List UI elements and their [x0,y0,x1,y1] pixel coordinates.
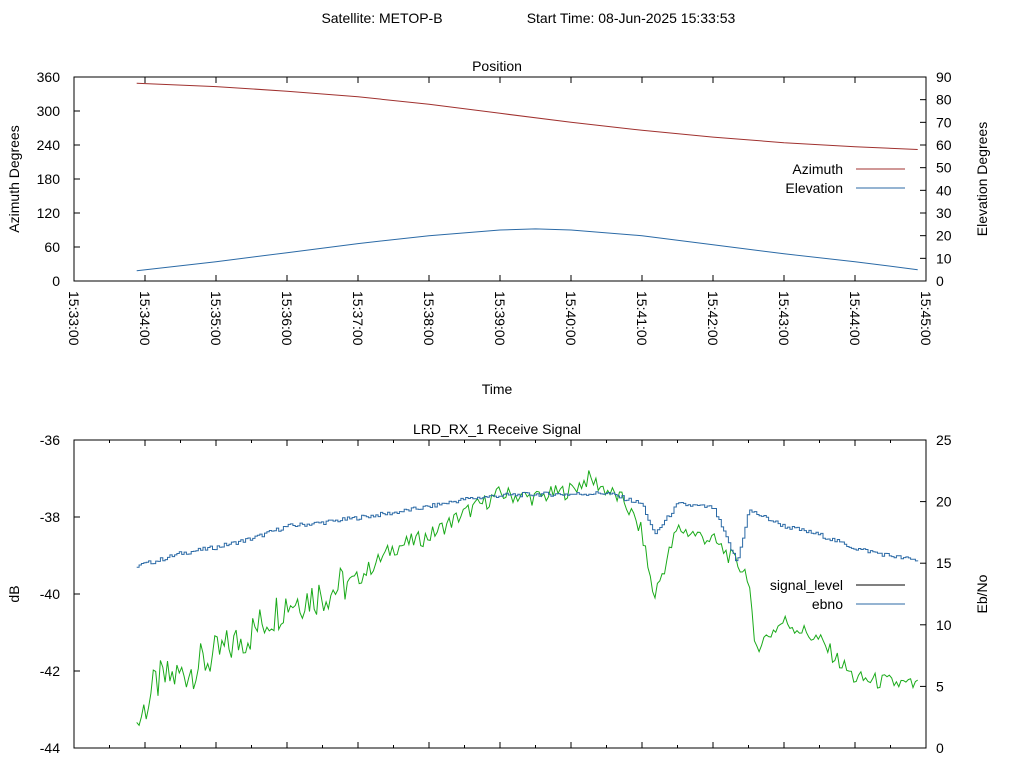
ebno-line [136,491,919,568]
position-xtick-label: 15:39:00 [492,291,508,346]
position-ylabel: Azimuth Degrees [6,125,22,232]
signal-ytick-label: -36 [40,432,60,448]
position-xtick-label: 15:43:00 [776,291,792,346]
position-xtick-label: 15:45:00 [918,291,934,346]
position-y2tick-label: 20 [936,228,952,244]
position-y2tick-label: 40 [936,182,952,198]
signal-y2tick-label: 15 [936,555,952,571]
signal-ytick-label: -38 [40,509,60,525]
start-time-label: Start Time: 08-Jun-2025 15:33:53 [527,10,736,26]
position-xtick-label: 15:38:00 [421,291,437,346]
position-ytick-label: 300 [37,103,61,119]
position-y2tick-label: 70 [936,114,952,130]
position-ytick-label: 360 [37,69,61,85]
position-xtick-label: 15:44:00 [847,291,863,346]
position-xtick-label: 15:40:00 [563,291,579,346]
signal-axis-ticks: -44 -42 -40 -38 -36 0 5 10 15 20 25 [40,432,952,756]
legend-signal-level-label: signal_level [770,577,843,593]
legend-ebno-label: ebno [812,596,843,612]
position-ytick-label: 0 [52,273,60,289]
legend-azimuth-label: Azimuth [792,161,843,177]
position-y2tick-label: 60 [936,137,952,153]
position-chart: Position Time Azimuth Degrees Elevation … [6,58,990,397]
signal-y2tick-label: 10 [936,617,952,633]
position-y2tick-label: 0 [936,273,944,289]
position-xtick-label: 15:34:00 [137,291,153,346]
position-y2tick-label: 90 [936,69,952,85]
position-ytick-label: 240 [37,137,61,153]
position-xtick-label: 15:35:00 [208,291,224,346]
signal-ytick-label: -44 [40,740,60,756]
signal-y2tick-label: 0 [936,740,944,756]
position-ytick-label: 120 [37,205,61,221]
position-y2tick-label: 30 [936,205,952,221]
position-y2label: Elevation Degrees [974,122,990,236]
azimuth-line [136,82,918,150]
position-xlabel: Time [482,381,513,397]
position-xtick-label: 15:41:00 [634,291,650,346]
signal-series [136,470,919,727]
position-plot-frame [73,76,927,282]
signal-y2tick-label: 25 [936,432,952,448]
elevation-line [136,228,918,272]
signal-legend: signal_level ebno [770,577,905,612]
signal-plot-frame [73,439,927,749]
position-y2tick-label: 50 [936,160,952,176]
signal-chart: LRD_RX_1 Receive Signal dB Eb/No -44-42-… [6,421,990,756]
position-y2tick-label: 10 [936,250,952,266]
position-xtick-label: 15:37:00 [350,291,366,346]
signal-ylabel: dB [6,585,22,602]
position-legend: Azimuth Elevation [785,161,905,196]
position-y2tick-label: 80 [936,92,952,108]
position-title: Position [472,58,522,74]
position-ytick-label: 60 [44,239,60,255]
position-xtick-label: 15:33:00 [66,291,82,346]
signal-title: LRD_RX_1 Receive Signal [413,421,581,437]
signal-ytick-label: -40 [40,586,60,602]
signal-y2tick-label: 5 [936,678,944,694]
signal-level-line [136,470,918,727]
position-xtick-label: 15:42:00 [705,291,721,346]
signal-ytick-label: -42 [40,663,60,679]
satellite-label: Satellite: METOP-B [321,10,442,26]
position-ytick-label: 180 [37,171,61,187]
legend-elevation-label: Elevation [785,180,843,196]
signal-y2tick-label: 20 [936,494,952,510]
signal-y2label: Eb/No [974,574,990,613]
position-series [136,82,918,272]
position-axis-ticks: 15:33:00 15:34:00 15:35:00 15:36:00 15:37:00… [37,69,952,346]
position-xtick-label: 15:36:00 [279,291,295,346]
